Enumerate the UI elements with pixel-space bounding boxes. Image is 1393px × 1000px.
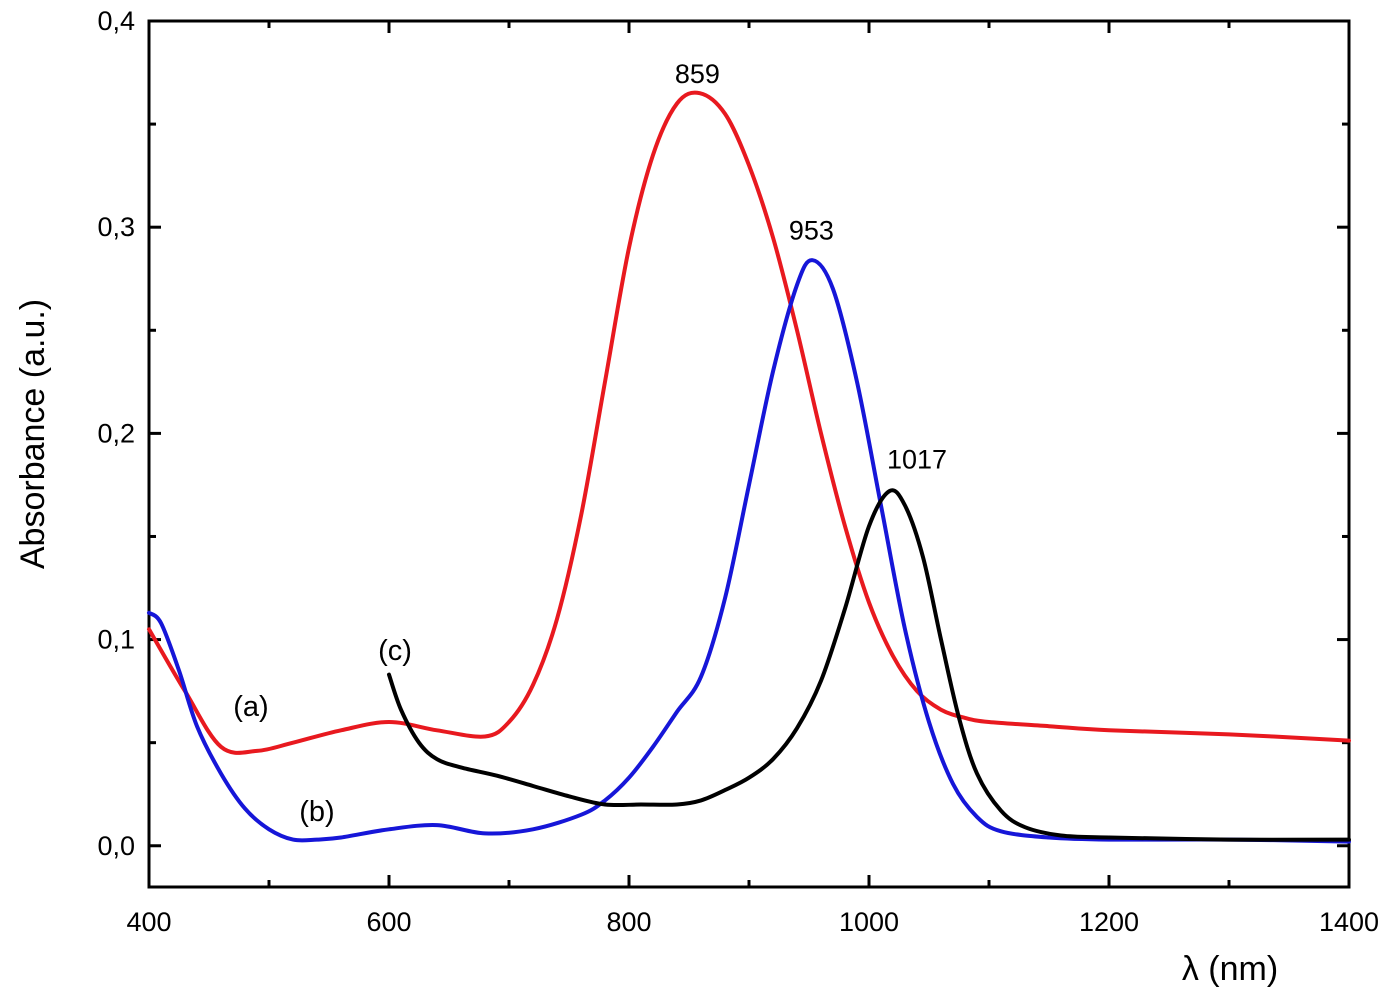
curve-label: (b) [299, 796, 334, 828]
y-tick-label: 0,1 [97, 625, 135, 655]
series-layer [149, 93, 1349, 842]
x-tick-label: 800 [606, 907, 651, 937]
curve-label: (c) [378, 635, 412, 667]
y-tick-label: 0,3 [97, 212, 135, 242]
peak-label: 1017 [887, 444, 947, 474]
peak-label: 953 [789, 216, 834, 246]
x-tick-label: 1000 [839, 907, 899, 937]
y-tick-label: 0,0 [97, 831, 135, 861]
y-axis-title: Absorbance (a.u.) [14, 299, 52, 569]
series-line-3 [389, 490, 1349, 840]
x-tick-label: 400 [126, 907, 171, 937]
annotation-layer: (a) (b) (c) 859 953 1017 [233, 59, 947, 828]
y-tick-label: 0,2 [97, 418, 135, 448]
peak-label: 859 [675, 59, 720, 89]
x-tick-label: 600 [366, 907, 411, 937]
curve-label: (a) [233, 691, 268, 723]
x-tick-label: 1400 [1319, 907, 1379, 937]
plot-frame [149, 21, 1349, 887]
series-line-1 [149, 93, 1349, 753]
x-tick-label: 1200 [1079, 907, 1139, 937]
axis-ticks: 400 600 800 1000 1200 1400 0,0 0,1 0,2 0,3 0,4 [97, 6, 1379, 937]
absorbance-chart: 400 600 800 1000 1200 1400 0,0 0,1 0,2 0,3 0,4 (a)… [0, 0, 1393, 1000]
y-tick-label: 0,4 [97, 6, 135, 36]
x-axis-title: λ (nm) [1182, 950, 1278, 988]
series-line-2 [149, 260, 1349, 841]
